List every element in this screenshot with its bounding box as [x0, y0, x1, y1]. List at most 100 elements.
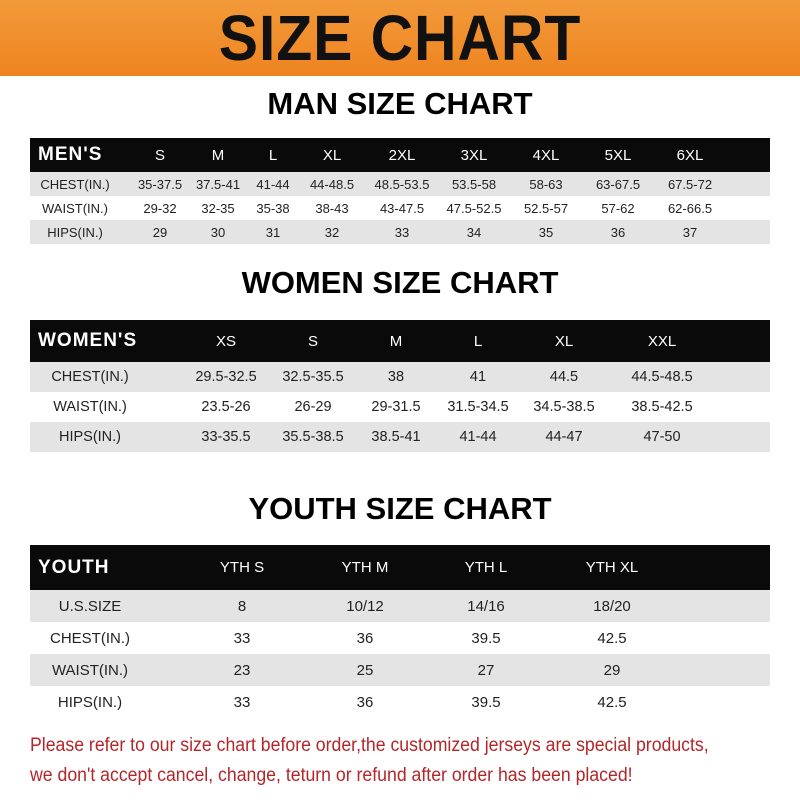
table-cell: 44-47 [545, 429, 583, 445]
table-cell: 53.5-58 [451, 176, 497, 192]
table-cell: 44.5-48.5 [631, 369, 693, 385]
table-cell: 18/20 [593, 597, 631, 615]
table-cell: 48.5-53.5 [374, 176, 430, 192]
table-cell: 32-35 [201, 200, 235, 216]
size-header: 3XL [460, 146, 488, 164]
table-title-cell: MEN'S [38, 144, 103, 165]
table-cell: 58-63 [529, 176, 563, 192]
table-cell: 38.5-41 [371, 429, 421, 445]
table-cell: 57-62 [601, 200, 635, 216]
table-cell: 38.5-42.5 [631, 399, 693, 415]
size-header: XXL [647, 332, 677, 350]
size-header: YTH S [219, 559, 265, 576]
table-cell: 33-35.5 [201, 429, 251, 445]
table-cell: 41-44 [459, 429, 497, 445]
table-cell: 25 [356, 661, 374, 679]
table-cell: 34.5-38.5 [533, 399, 595, 415]
size-header: L [473, 332, 483, 350]
table-cell: 35-38 [256, 200, 290, 216]
row-label: WAIST(IN.) [42, 200, 108, 216]
table-cell: 62-66.5 [667, 200, 713, 216]
table-header-row: YOUTH YTH S YTH M YTH L YTH XL [30, 545, 770, 590]
table-cell: 29 [152, 224, 168, 240]
table-cell: 33 [233, 629, 251, 647]
youth-size-table: YOUTH YTH S YTH M YTH L YTH XL U.S.SIZE 8 10/12… [30, 545, 770, 718]
table-cell: 32 [324, 224, 340, 240]
table-row: HIPS(IN.) 33-35.5 35.5-38.5 38.5-41 41-44 44-… [30, 422, 770, 452]
table-cell: 44.5 [549, 369, 579, 385]
table-cell: 63-67.5 [595, 176, 641, 192]
table-cell: 42.5 [597, 629, 627, 647]
table-cell: 10/12 [346, 597, 384, 615]
table-cell: 36 [610, 224, 626, 240]
table-cell: 32.5-35.5 [282, 369, 344, 385]
table-row: WAIST(IN.) 23.5-26 26-29 29-31.5 31.5-34.5 34… [30, 392, 770, 422]
notice-line-2: we don't accept cancel, change, teturn o… [30, 765, 633, 786]
table-cell: 42.5 [597, 693, 627, 711]
size-header: L [268, 146, 278, 164]
table-cell: 14/16 [467, 597, 505, 615]
table-row: HIPS(IN.) 33 36 39.5 42.5 [30, 686, 770, 718]
table-cell: 31.5-34.5 [447, 399, 509, 415]
table-header-row: MEN'S S M L XL 2XL 3XL 4XL 5XL 6XL [30, 138, 770, 172]
table-cell: 35 [538, 224, 554, 240]
women-section-title: WOMEN SIZE CHART [241, 265, 559, 300]
men-size-table: MEN'S S M L XL 2XL 3XL 4XL 5XL 6XL CHEST(IN.) 35-37… [30, 138, 770, 244]
row-label: CHEST(IN.) [50, 629, 130, 647]
table-cell: 36 [356, 693, 374, 711]
size-header: YTH M [341, 559, 389, 576]
row-label: HIPS(IN.) [47, 224, 103, 240]
table-cell: 47-50 [643, 429, 681, 445]
table-cell: 41-44 [256, 176, 290, 192]
table-cell: 67.5-72 [667, 176, 713, 192]
size-header: XS [215, 332, 237, 350]
table-cell: 29.5-32.5 [195, 369, 257, 385]
men-section-title: MAN SIZE CHART [267, 86, 533, 121]
table-cell: 29-31.5 [371, 399, 421, 415]
size-header: 6XL [676, 146, 704, 164]
table-cell: 37.5-41 [195, 176, 241, 192]
table-title-cell: WOMEN'S [38, 330, 138, 351]
table-row: CHEST(IN.) 29.5-32.5 32.5-35.5 38 41 44.5 44.5… [30, 362, 770, 392]
row-label: CHEST(IN.) [40, 176, 110, 192]
table-cell: 8 [237, 597, 247, 615]
youth-section-title: YOUTH SIZE CHART [248, 491, 552, 526]
table-row: U.S.SIZE 8 10/12 14/16 18/20 [30, 590, 770, 622]
table-cell: 52.5-57 [523, 200, 569, 216]
table-header-row: WOMEN'S XS S M L XL XXL [30, 320, 770, 362]
size-header: 2XL [388, 146, 416, 164]
table-cell: 39.5 [471, 693, 501, 711]
table-cell: 34 [466, 224, 482, 240]
table-cell: 27 [477, 661, 495, 679]
size-header: YTH XL [585, 559, 639, 576]
table-cell: 33 [394, 224, 410, 240]
table-cell: 38-43 [315, 200, 349, 216]
size-header: S [307, 332, 319, 350]
table-cell: 44-48.5 [309, 176, 355, 192]
table-cell: 35-37.5 [137, 176, 183, 192]
title-banner: SIZE CHART [0, 0, 800, 76]
size-header: 4XL [532, 146, 560, 164]
page-title: SIZE CHART [218, 2, 582, 74]
table-cell: 29 [603, 661, 621, 679]
table-cell: 38 [387, 369, 405, 385]
table-cell: 39.5 [471, 629, 501, 647]
size-header: 5XL [604, 146, 632, 164]
size-header: XL [322, 146, 342, 164]
row-label: U.S.SIZE [58, 597, 122, 615]
notice-line-1: Please refer to our size chart before or… [30, 735, 709, 756]
table-cell: 43-47.5 [379, 200, 425, 216]
table-cell: 23 [233, 661, 251, 679]
row-label: WAIST(IN.) [53, 399, 127, 415]
size-header: M [389, 332, 403, 350]
table-row: WAIST(IN.) 29-32 32-35 35-38 38-43 43-47.5 47.… [30, 196, 770, 220]
row-label: WAIST(IN.) [51, 661, 129, 679]
size-header: XL [554, 332, 574, 350]
table-cell: 33 [233, 693, 251, 711]
table-row: HIPS(IN.) 29 30 31 32 33 34 35 36 37 [30, 220, 770, 244]
table-cell: 41 [469, 369, 487, 385]
row-label: HIPS(IN.) [57, 693, 123, 711]
row-label: CHEST(IN.) [51, 369, 129, 385]
table-row: CHEST(IN.) 33 36 39.5 42.5 [30, 622, 770, 654]
size-header: YTH L [464, 559, 508, 576]
